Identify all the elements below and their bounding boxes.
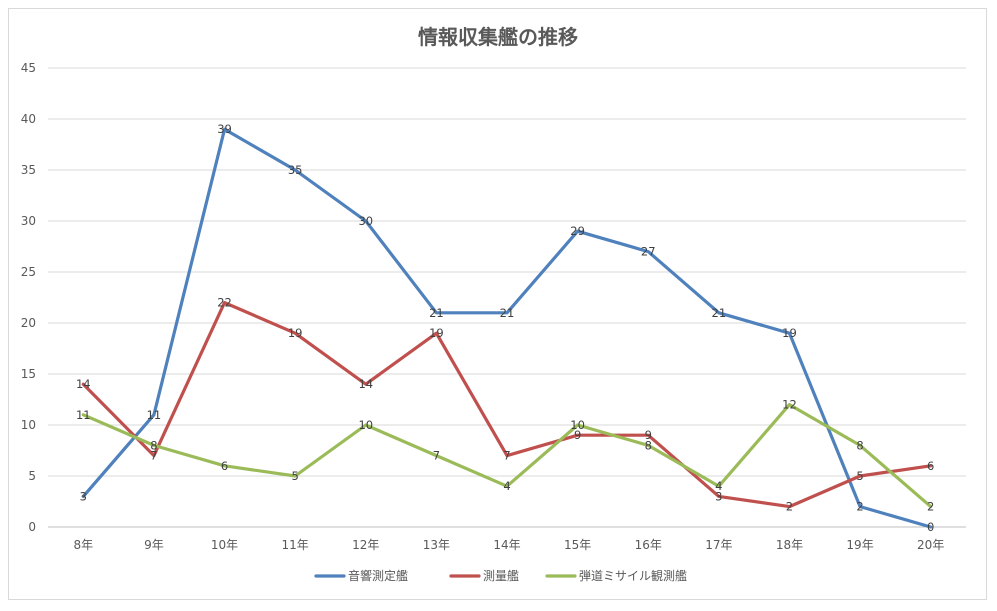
legend: 音響測定艦 測量艦 弾道ミサイル観測艦 xyxy=(316,568,687,583)
legend-label: 測量艦 xyxy=(483,569,519,583)
x-tick-label: 14年 xyxy=(493,538,520,552)
x-tick-label: 20年 xyxy=(917,538,944,552)
x-tick-label: 16年 xyxy=(635,538,662,552)
data-label: 5 xyxy=(291,469,298,483)
y-tick-label: 0 xyxy=(28,520,36,534)
x-tick-label: 11年 xyxy=(282,538,309,552)
y-tick-label: 15 xyxy=(21,367,36,381)
data-label: 11 xyxy=(147,408,162,422)
data-label: 2 xyxy=(786,500,793,514)
y-tick-label: 45 xyxy=(21,61,36,75)
data-label: 22 xyxy=(217,296,232,310)
data-label: 14 xyxy=(358,377,373,391)
data-label: 7 xyxy=(433,449,440,463)
data-label: 0 xyxy=(927,520,934,534)
legend-label: 弾道ミサイル観測艦 xyxy=(579,569,687,583)
y-tick-label: 30 xyxy=(21,214,36,228)
x-axis-ticks: 8年 9年 10年 11年 12年 13年 14年 15年 16年 17年 18年 19年 20年 xyxy=(73,538,944,552)
data-label: 12 xyxy=(782,398,797,412)
data-label: 2 xyxy=(927,500,934,514)
data-label: 8 xyxy=(856,438,863,452)
y-tick-label: 10 xyxy=(21,418,36,432)
y-tick-label: 5 xyxy=(28,469,36,483)
data-label: 2 xyxy=(856,500,863,514)
data-label: 10 xyxy=(358,418,373,432)
data-label: 5 xyxy=(856,469,863,483)
data-label: 19 xyxy=(782,326,797,340)
data-label: 21 xyxy=(500,306,515,320)
y-axis-ticks: 0 5 10 15 20 25 30 35 40 45 xyxy=(21,61,36,534)
series-line-1 xyxy=(83,129,930,527)
chart-title: 情報収集艦の推移 xyxy=(418,25,578,49)
data-label: 4 xyxy=(715,479,722,493)
x-tick-label: 15年 xyxy=(564,538,591,552)
x-tick-label: 13年 xyxy=(423,538,450,552)
data-label: 30 xyxy=(358,214,373,228)
data-label: 29 xyxy=(570,224,585,238)
data-label: 19 xyxy=(429,326,444,340)
x-tick-label: 10年 xyxy=(211,538,238,552)
data-label: 8 xyxy=(150,438,157,452)
data-label: 35 xyxy=(288,163,303,177)
data-label: 7 xyxy=(503,449,510,463)
data-label: 14 xyxy=(76,377,91,391)
data-label: 27 xyxy=(641,245,656,259)
data-label: 21 xyxy=(429,306,444,320)
x-tick-label: 19年 xyxy=(846,538,873,552)
data-label: 6 xyxy=(221,459,228,473)
data-label: 11 xyxy=(76,408,91,422)
x-tick-label: 18年 xyxy=(776,538,803,552)
data-label: 8 xyxy=(645,438,652,452)
x-tick-label: 8年 xyxy=(73,538,93,552)
y-tick-label: 35 xyxy=(21,163,36,177)
x-tick-label: 9年 xyxy=(144,538,164,552)
data-label: 39 xyxy=(217,122,232,136)
y-tick-label: 40 xyxy=(21,112,36,126)
data-label: 6 xyxy=(927,459,934,473)
legend-label: 音響測定艦 xyxy=(348,568,408,583)
series-lines xyxy=(83,129,930,527)
data-label: 21 xyxy=(712,306,727,320)
data-label: 10 xyxy=(570,418,585,432)
y-tick-label: 20 xyxy=(21,316,36,330)
x-tick-label: 17年 xyxy=(705,538,732,552)
x-tick-label: 12年 xyxy=(352,538,379,552)
data-label: 4 xyxy=(503,479,510,493)
y-tick-label: 25 xyxy=(21,265,36,279)
data-label: 19 xyxy=(288,326,303,340)
data-label: 3 xyxy=(80,489,87,503)
